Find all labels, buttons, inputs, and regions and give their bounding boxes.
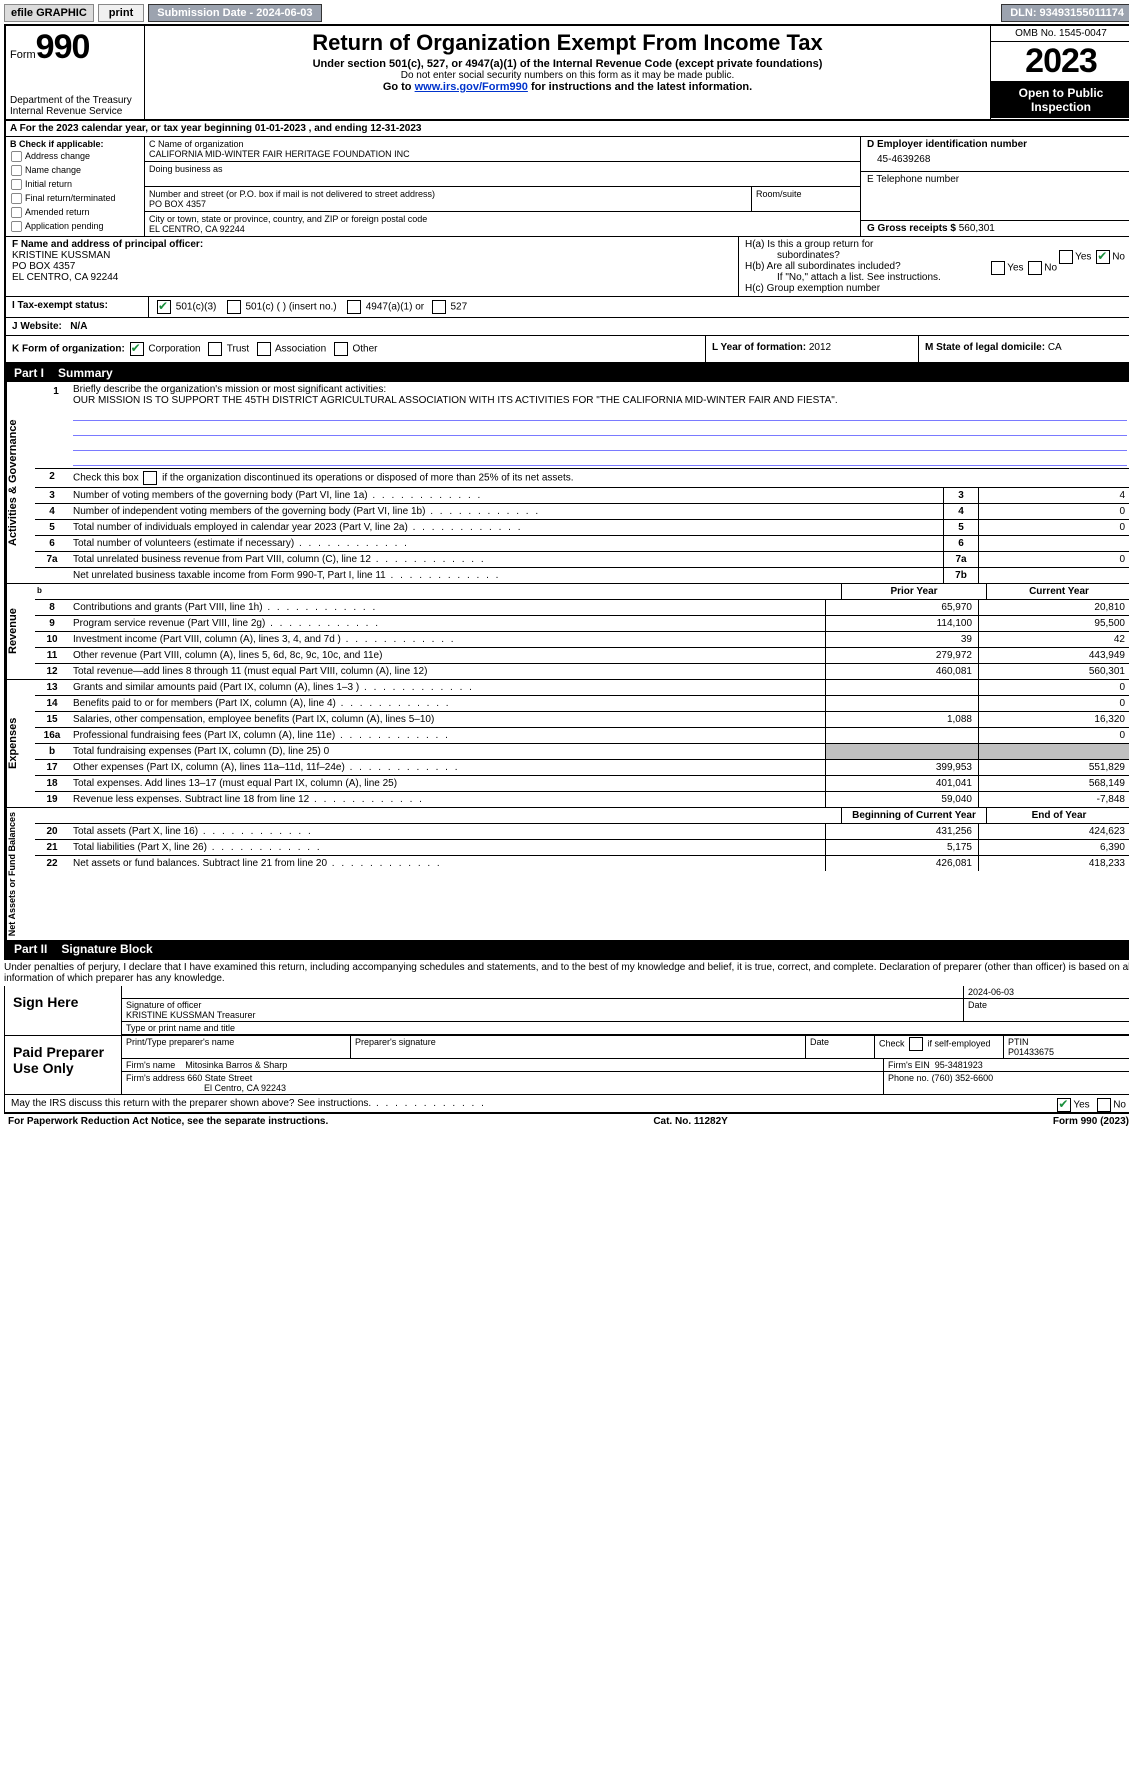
val-5: 0 [978,520,1129,535]
vtab-expenses: Expenses [6,680,35,807]
entity-block: B Check if applicable: Address change Na… [6,137,1129,237]
discuss-no[interactable] [1097,1098,1111,1112]
dln-label: DLN: 93493155011174 [1001,4,1129,22]
firm-name: Mitosinka Barros & Sharp [185,1060,287,1070]
signature-block: Sign Here 2024-06-03 Signature of office… [4,986,1129,1113]
cb-other[interactable] [334,342,348,356]
sign-date: 2024-06-03 [963,986,1129,998]
firm-addr1: 660 State Street [187,1073,252,1083]
irs-link[interactable]: www.irs.gov/Form990 [415,81,528,93]
print-button[interactable]: print [98,4,144,22]
hb-no[interactable] [1028,261,1042,275]
tax-year: 2023 [991,42,1129,82]
domicile: CA [1048,342,1062,353]
hc-label: H(c) Group exemption number [745,283,1125,294]
discuss-yes[interactable] [1057,1098,1071,1112]
part1-header: Part I Summary [6,364,1129,382]
phone-label: E Telephone number [867,174,1125,185]
org-name: CALIFORNIA MID-WINTER FAIR HERITAGE FOUN… [149,149,856,159]
room-suite: Room/suite [752,187,860,211]
firm-ein: 95-3481923 [935,1060,983,1070]
cb-trust[interactable] [208,342,222,356]
box-de: D Employer identification number 45-4639… [860,137,1129,236]
cb-discontinued[interactable] [143,471,157,485]
row-ij: I Tax-exempt status: 501(c)(3) 501(c) ( … [6,297,1129,318]
ptin: P01433675 [1008,1047,1054,1057]
officer-addr1: PO BOX 4357 [12,261,732,272]
row-klm: K Form of organization: Corporation Trus… [6,336,1129,364]
perjury-statement: Under penalties of perjury, I declare th… [4,960,1129,986]
val-4: 0 [978,504,1129,519]
box-c: C Name of organization CALIFORNIA MID-WI… [145,137,860,236]
vtab-revenue: Revenue [6,584,35,679]
val-7a: 0 [978,552,1129,567]
cb-amended[interactable]: Amended return [10,206,140,219]
form-990: Form990 Department of the Treasury Inter… [4,24,1129,960]
discuss-row: May the IRS discuss this return with the… [5,1094,1129,1112]
form-word: Form [10,49,36,61]
val-6 [978,536,1129,551]
hb-yes[interactable] [991,261,1005,275]
cb-501c3[interactable] [157,300,171,314]
mission-text: OUR MISSION IS TO SUPPORT THE 45TH DISTR… [73,395,838,406]
submission-date: Submission Date - 2024-06-03 [148,4,321,22]
row-fgh: F Name and address of principal officer:… [6,237,1129,297]
cb-527[interactable] [432,300,446,314]
officer-signature: KRISTINE KUSSMAN Treasurer [126,1010,959,1020]
form-subtitle: Under section 501(c), 527, or 4947(a)(1)… [151,58,984,70]
year-formed: 2012 [809,342,831,353]
efile-button[interactable]: efile GRAPHIC [4,4,94,22]
cb-initial-return[interactable]: Initial return [10,178,140,191]
officer-addr2: EL CENTRO, CA 92244 [12,272,732,283]
cb-final-return[interactable]: Final return/terminated [10,192,140,205]
omb-number: OMB No. 1545-0047 [991,26,1129,42]
website: N/A [70,321,87,332]
officer-name: KRISTINE KUSSMAN [12,250,732,261]
goto-line: Go to www.irs.gov/Form990 for instructio… [151,81,984,93]
org-city: EL CENTRO, CA 92244 [149,224,856,234]
part2-header: Part II Signature Block [6,940,1129,958]
dba-label: Doing business as [149,164,856,174]
ha-no[interactable] [1096,250,1110,264]
paid-preparer-label: Paid Preparer Use Only [5,1036,122,1094]
cb-corp[interactable] [130,342,144,356]
top-toolbar: efile GRAPHIC print Submission Date - 20… [4,4,1129,22]
ein: 45-4639268 [867,150,1125,169]
cb-assoc[interactable] [257,342,271,356]
vtab-net-assets: Net Assets or Fund Balances [6,808,35,940]
form-number: 990 [36,28,90,66]
cb-app-pending[interactable]: Application pending [10,220,140,233]
cb-address-change[interactable]: Address change [10,150,140,163]
box-b: B Check if applicable: Address change Na… [6,137,145,236]
cb-name-change[interactable]: Name change [10,164,140,177]
firm-phone: (760) 352-6600 [932,1073,994,1083]
ha-yes[interactable] [1059,250,1073,264]
gross-receipts: 560,301 [959,223,995,234]
page-footer: For Paperwork Reduction Act Notice, see … [4,1113,1129,1129]
row-a-period: A For the 2023 calendar year, or tax yea… [6,121,1129,137]
dept-label: Department of the Treasury [10,95,140,106]
sign-here-label: Sign Here [5,986,122,1035]
firm-addr2: El Centro, CA 92243 [204,1083,286,1093]
vtab-governance: Activities & Governance [6,382,35,583]
cb-self-employed[interactable] [909,1037,923,1051]
form-title: Return of Organization Exempt From Incom… [151,30,984,56]
val-3: 4 [978,488,1129,503]
cb-501c[interactable] [227,300,241,314]
ssn-note: Do not enter social security numbers on … [151,70,984,81]
cb-4947[interactable] [347,300,361,314]
irs-label: Internal Revenue Service [10,106,140,117]
val-7b [978,568,1129,583]
form-header: Form990 Department of the Treasury Inter… [6,26,1129,121]
org-address: PO BOX 4357 [149,199,747,209]
public-inspection: Open to Public Inspection [991,82,1129,118]
